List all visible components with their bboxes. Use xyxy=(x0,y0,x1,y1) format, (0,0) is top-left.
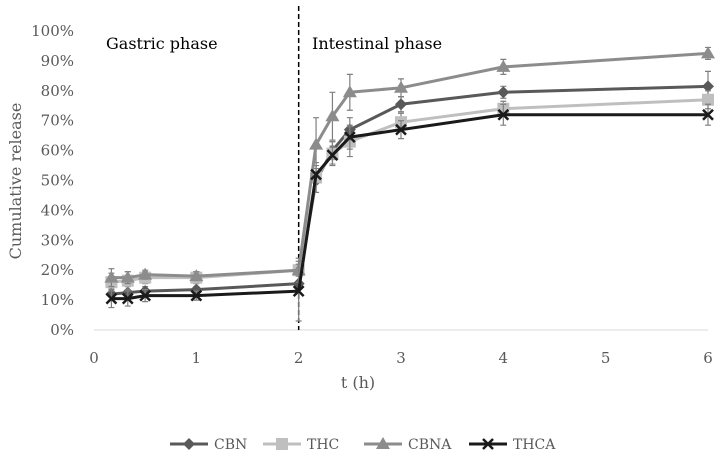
y-tick-label: 40% xyxy=(41,201,74,219)
y-tick-label: 90% xyxy=(41,52,74,70)
y-tick-label: 100% xyxy=(31,22,74,40)
data-point-cbna xyxy=(309,137,324,150)
data-point-cbna xyxy=(104,270,119,283)
x-axis-ticks: 0 1 2 3 4 5 6 xyxy=(89,349,713,367)
x-tick-label: 1 xyxy=(192,349,202,367)
data-point-cbna xyxy=(120,270,135,283)
x-tick-label: 3 xyxy=(396,349,406,367)
y-tick-label: 30% xyxy=(41,231,74,249)
data-point-thc xyxy=(702,93,714,106)
data-point-thca xyxy=(395,123,407,136)
data-point-thca xyxy=(310,168,322,181)
data-point-cbn xyxy=(497,86,510,99)
legend: CBN THC CBNA THCA xyxy=(170,437,556,453)
data-point-cbna xyxy=(496,59,511,72)
y-axis-ticks: 0% 10% 20% 30% 40% 50% 60% 70% 80% 90% 100% xyxy=(31,22,74,339)
legend-label-thca: THCA xyxy=(513,437,556,453)
legend-marker-cbna xyxy=(376,437,390,449)
x-tick-label: 6 xyxy=(703,349,713,367)
x-axis-title: t (h) xyxy=(341,373,375,392)
legend-label-cbn: CBN xyxy=(214,437,247,453)
data-point-thca xyxy=(190,289,203,302)
legend-marker-thc xyxy=(276,438,288,450)
y-tick-label: 70% xyxy=(41,112,74,130)
legend-label-cbna: CBNA xyxy=(408,437,452,453)
x-tick-label: 5 xyxy=(601,349,611,367)
series-cbn xyxy=(105,70,714,301)
series-line-cbn xyxy=(111,84,709,296)
data-point-cbn xyxy=(395,98,407,111)
series-thc xyxy=(105,90,714,292)
data-point-thca xyxy=(702,108,714,121)
data-point-thca xyxy=(121,292,134,305)
intestinal-phase-label: Intestinal phase xyxy=(312,34,442,53)
gastric-phase-label: Gastric phase xyxy=(106,34,218,53)
y-tick-label: 0% xyxy=(50,321,74,339)
data-point-thca xyxy=(139,289,152,302)
y-tick-label: 80% xyxy=(41,82,74,100)
x-tick-label: 0 xyxy=(89,349,99,367)
y-tick-label: 60% xyxy=(41,142,74,160)
legend-marker-thca xyxy=(482,438,494,450)
y-axis-title: Cumulative release xyxy=(6,103,25,260)
data-point-cbna xyxy=(342,85,357,98)
data-point-cbna xyxy=(701,46,715,59)
series-line-cbna xyxy=(111,51,709,280)
y-tick-label: 10% xyxy=(41,291,74,309)
data-point-thca xyxy=(292,285,305,298)
data-point-cbna xyxy=(138,267,153,280)
series-line-thca xyxy=(111,113,708,301)
y-tick-label: 20% xyxy=(41,261,74,279)
data-point-thca xyxy=(343,131,356,144)
x-tick-label: 4 xyxy=(499,349,509,367)
legend-marker-cbn xyxy=(183,438,195,450)
y-tick-label: 50% xyxy=(41,172,74,190)
series-thca xyxy=(105,103,714,322)
data-point-cbn xyxy=(702,80,714,93)
data-point-thca xyxy=(326,149,339,161)
data-point-thca xyxy=(105,292,118,305)
series-layer xyxy=(104,46,715,322)
data-point-thca xyxy=(497,108,510,121)
data-point-cbna xyxy=(325,109,340,122)
data-point-cbna xyxy=(189,269,204,282)
legend-label-thc: THC xyxy=(307,437,339,453)
x-tick-label: 2 xyxy=(294,349,304,367)
series-cbna xyxy=(104,46,715,288)
data-point-cbna xyxy=(394,80,408,93)
